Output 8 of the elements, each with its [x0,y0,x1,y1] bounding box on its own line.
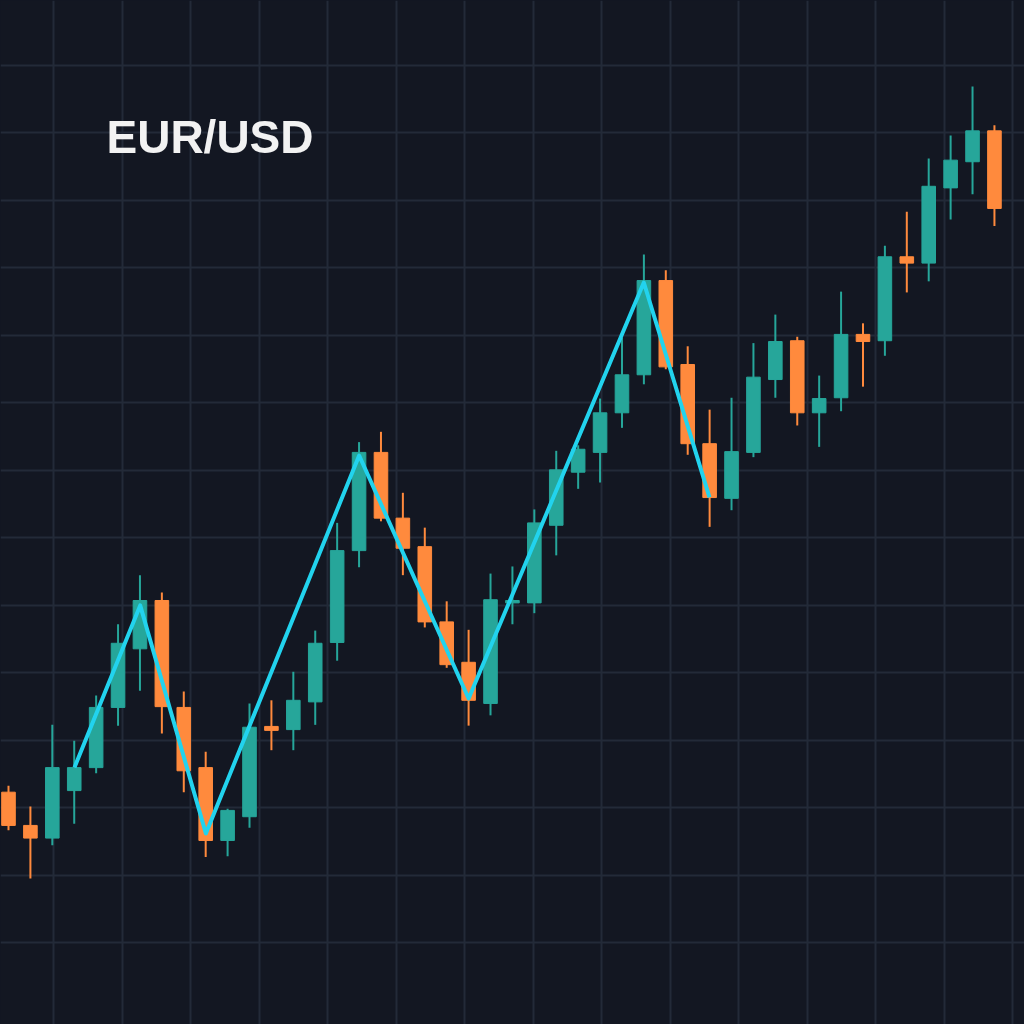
candlestick [899,210,915,294]
candlestick [23,805,38,880]
candlestick [570,444,586,490]
candlestick [811,374,827,448]
text: EUR/USD [106,110,314,163]
candlestick [855,322,871,388]
candlestick [66,739,82,825]
candlestick [264,699,279,752]
